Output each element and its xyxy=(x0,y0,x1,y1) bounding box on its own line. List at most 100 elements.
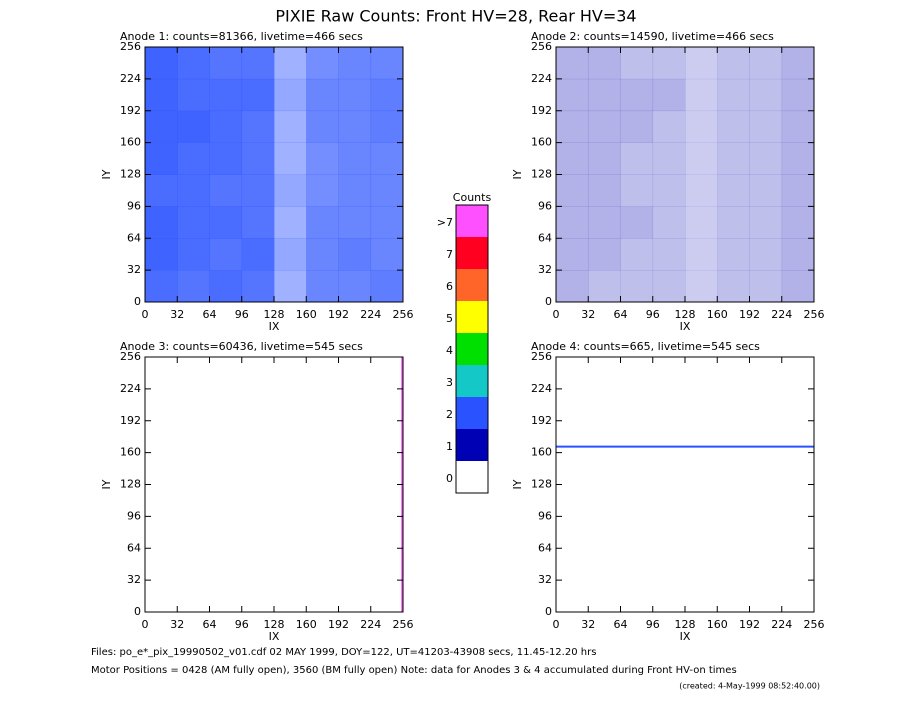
heat-cell xyxy=(338,110,372,143)
heat-cell xyxy=(556,142,589,175)
colorbar-label: 7 xyxy=(446,248,453,261)
x-tick-label: 224 xyxy=(360,308,381,321)
heat-cell xyxy=(306,142,339,175)
x-tick-label: 224 xyxy=(771,618,792,631)
colorbar-label: 4 xyxy=(446,344,453,357)
heat-cell xyxy=(177,270,210,303)
colorbar-swatch xyxy=(456,205,488,237)
heat-cell xyxy=(177,174,210,207)
x-tick-label: 192 xyxy=(739,618,760,631)
y-tick-label: 224 xyxy=(120,382,141,395)
x-tick-label: 128 xyxy=(675,308,696,321)
x-tick-label: 32 xyxy=(581,618,595,631)
x-tick-label: 224 xyxy=(771,308,792,321)
heat-cell xyxy=(209,206,243,239)
y-tick-label: 160 xyxy=(531,136,552,149)
heat-cell xyxy=(241,142,275,175)
x-tick-label: 96 xyxy=(646,618,660,631)
heat-cell xyxy=(620,78,654,112)
x-tick-label: 64 xyxy=(203,308,217,321)
heat-cell xyxy=(209,47,243,80)
heat-cell xyxy=(749,238,783,271)
heat-cell xyxy=(781,78,815,112)
colorbar-label: 0 xyxy=(446,472,453,485)
heat-cell xyxy=(177,238,210,271)
colorbar-swatch xyxy=(456,301,488,333)
heat-cell xyxy=(781,47,815,80)
heat-cell xyxy=(749,47,783,80)
heat-cell xyxy=(652,110,686,143)
heat-cell xyxy=(620,47,654,80)
y-tick-label: 192 xyxy=(120,414,141,427)
y-tick-label: 160 xyxy=(531,446,552,459)
heat-cell xyxy=(306,206,339,239)
y-tick-label: 192 xyxy=(120,104,141,117)
x-tick-label: 256 xyxy=(804,618,825,631)
heat-cell xyxy=(338,47,372,80)
heat-cell xyxy=(370,142,404,175)
heat-cell xyxy=(620,174,654,207)
x-tick-label: 128 xyxy=(264,308,285,321)
y-tick-label: 256 xyxy=(531,40,552,53)
heat-cell xyxy=(274,206,307,239)
heat-cell xyxy=(781,174,815,207)
y-tick-label: 160 xyxy=(120,136,141,149)
heat-cell xyxy=(274,174,307,207)
heat-cell xyxy=(556,270,589,303)
heat-cell xyxy=(241,270,275,303)
heat-cell xyxy=(556,206,589,239)
x-tick-label: 128 xyxy=(264,618,285,631)
heat-cell xyxy=(177,47,210,80)
y-tick-label: 64 xyxy=(127,231,141,244)
x-tick-label: 96 xyxy=(646,308,660,321)
heat-cell xyxy=(717,238,750,271)
heat-cell xyxy=(717,142,750,175)
panel-title: Anode 2: counts=14590, livetime=466 secs xyxy=(531,30,774,43)
heat-cell xyxy=(556,78,589,112)
y-tick-label: 0 xyxy=(545,295,552,308)
heat-cell xyxy=(145,238,178,271)
heat-cell xyxy=(717,78,750,112)
chart-title: PIXIE Raw Counts: Front HV=28, Rear HV=3… xyxy=(275,7,636,26)
y-tick-label: 128 xyxy=(120,478,141,491)
colorbar-frame xyxy=(455,204,489,494)
panel-title: Anode 4: counts=665, livetime=545 secs xyxy=(531,340,760,353)
y-tick-label: 96 xyxy=(127,199,141,212)
y-tick-label: 32 xyxy=(538,573,552,586)
heat-cell xyxy=(652,270,686,303)
heat-cell xyxy=(685,110,718,143)
heat-cell xyxy=(177,206,210,239)
heat-cell xyxy=(306,78,339,112)
heat-cell xyxy=(781,238,815,271)
x-tick-label: 64 xyxy=(203,618,217,631)
heat-cell xyxy=(620,238,654,271)
heat-cell xyxy=(145,206,178,239)
heat-cell xyxy=(241,206,275,239)
heat-cell xyxy=(781,142,815,175)
heat-cell xyxy=(588,47,621,80)
x-tick-label: 32 xyxy=(170,618,184,631)
x-tick-label: 0 xyxy=(142,308,149,321)
heat-cell xyxy=(620,110,654,143)
y-axis-label: IY xyxy=(511,479,524,489)
heat-cell xyxy=(177,110,210,143)
x-axis-label: IX xyxy=(269,630,280,643)
heat-cell xyxy=(306,110,339,143)
heat-cell xyxy=(717,206,750,239)
x-tick-label: 96 xyxy=(235,308,249,321)
y-tick-label: 96 xyxy=(538,199,552,212)
heat-cell xyxy=(306,238,339,271)
heat-cell xyxy=(274,78,307,112)
footer-files: Files: po_e*_pix_19990502_v01.cdf 02 MAY… xyxy=(91,647,596,658)
x-tick-label: 160 xyxy=(707,618,728,631)
heat-cell xyxy=(749,110,783,143)
x-axis-label: IX xyxy=(680,320,691,333)
x-tick-label: 256 xyxy=(393,618,414,631)
colorbar-label: 2 xyxy=(446,408,453,421)
heat-cell xyxy=(274,238,307,271)
heat-cell xyxy=(685,142,718,175)
y-tick-label: 224 xyxy=(531,72,552,85)
colorbar-label: 1 xyxy=(446,440,453,453)
heat-cell xyxy=(781,270,815,303)
x-tick-label: 160 xyxy=(296,618,317,631)
